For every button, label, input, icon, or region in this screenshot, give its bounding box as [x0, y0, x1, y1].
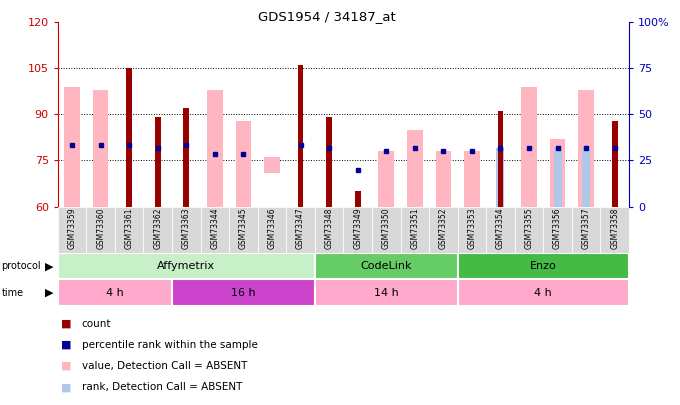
Bar [458, 207, 486, 253]
Bar [582, 148, 590, 207]
Text: GSM73344: GSM73344 [210, 208, 220, 249]
Bar [298, 65, 303, 207]
Bar [578, 90, 594, 207]
Text: protocol: protocol [1, 261, 41, 271]
Text: GSM73347: GSM73347 [296, 208, 305, 249]
Bar [515, 207, 543, 253]
Bar [143, 207, 172, 253]
Text: ■: ■ [61, 382, 71, 392]
Text: GSM73358: GSM73358 [610, 208, 619, 249]
Text: value, Detection Call = ABSENT: value, Detection Call = ABSENT [82, 361, 247, 371]
Bar [92, 90, 109, 207]
Text: ▶: ▶ [45, 288, 53, 298]
Text: GSM73361: GSM73361 [124, 208, 134, 249]
Text: CodeLink: CodeLink [360, 261, 412, 271]
Text: GDS1954 / 34187_at: GDS1954 / 34187_at [258, 10, 395, 23]
Bar [172, 207, 201, 253]
Text: GSM73356: GSM73356 [553, 208, 562, 249]
Bar [407, 130, 423, 207]
Bar [155, 117, 160, 207]
Text: GSM73353: GSM73353 [467, 208, 477, 249]
Bar [315, 253, 458, 279]
Text: time: time [1, 288, 24, 298]
Bar [326, 117, 332, 207]
Text: GSM73350: GSM73350 [381, 208, 391, 249]
Text: 14 h: 14 h [374, 288, 398, 298]
Bar [229, 207, 258, 253]
Text: GSM73354: GSM73354 [496, 208, 505, 249]
Text: GSM73355: GSM73355 [524, 208, 534, 249]
Bar [458, 279, 629, 306]
Text: GSM73357: GSM73357 [581, 208, 591, 249]
Text: ■: ■ [61, 319, 71, 329]
Bar [264, 158, 280, 173]
Text: rank, Detection Call = ABSENT: rank, Detection Call = ABSENT [82, 382, 242, 392]
Bar [549, 139, 566, 207]
Text: GSM73348: GSM73348 [324, 208, 334, 249]
Bar [401, 207, 429, 253]
Bar [429, 207, 458, 253]
Bar [372, 207, 401, 253]
Text: ▶: ▶ [45, 261, 53, 271]
Bar [64, 87, 80, 207]
Text: 16 h: 16 h [231, 288, 256, 298]
Bar [521, 87, 537, 207]
Bar [315, 279, 458, 306]
Text: 4 h: 4 h [106, 288, 124, 298]
Bar [201, 207, 229, 253]
Bar [486, 207, 515, 253]
Bar [378, 151, 394, 207]
Text: GSM73346: GSM73346 [267, 208, 277, 249]
Bar [58, 207, 86, 253]
Bar [458, 253, 629, 279]
Bar [343, 207, 372, 253]
Text: GSM73345: GSM73345 [239, 208, 248, 249]
Bar [115, 207, 143, 253]
Text: GSM73359: GSM73359 [67, 208, 77, 249]
Text: GSM73351: GSM73351 [410, 208, 420, 249]
Bar [612, 121, 617, 207]
Bar [207, 90, 223, 207]
Bar [554, 148, 562, 207]
Text: Enzo: Enzo [530, 261, 557, 271]
Bar [572, 207, 600, 253]
Bar [58, 279, 172, 306]
Text: ■: ■ [61, 340, 71, 350]
Bar [543, 207, 572, 253]
Text: count: count [82, 319, 111, 329]
Bar [498, 111, 503, 207]
Bar [355, 191, 360, 207]
Bar [496, 148, 505, 207]
Bar [184, 108, 189, 207]
Text: GSM73360: GSM73360 [96, 208, 105, 249]
Bar [58, 253, 315, 279]
Bar [600, 207, 629, 253]
Text: percentile rank within the sample: percentile rank within the sample [82, 340, 258, 350]
Bar [315, 207, 343, 253]
Bar [235, 121, 252, 207]
Bar [258, 207, 286, 253]
Text: GSM73362: GSM73362 [153, 208, 163, 249]
Text: Affymetrix: Affymetrix [157, 261, 216, 271]
Bar [86, 207, 115, 253]
Bar [464, 151, 480, 207]
Text: ■: ■ [61, 361, 71, 371]
Text: GSM73349: GSM73349 [353, 208, 362, 249]
Text: GSM73352: GSM73352 [439, 208, 448, 249]
Bar [126, 68, 132, 207]
Text: GSM73363: GSM73363 [182, 208, 191, 249]
Bar [435, 151, 452, 207]
Text: 4 h: 4 h [534, 288, 552, 298]
Bar [172, 279, 315, 306]
Bar [286, 207, 315, 253]
